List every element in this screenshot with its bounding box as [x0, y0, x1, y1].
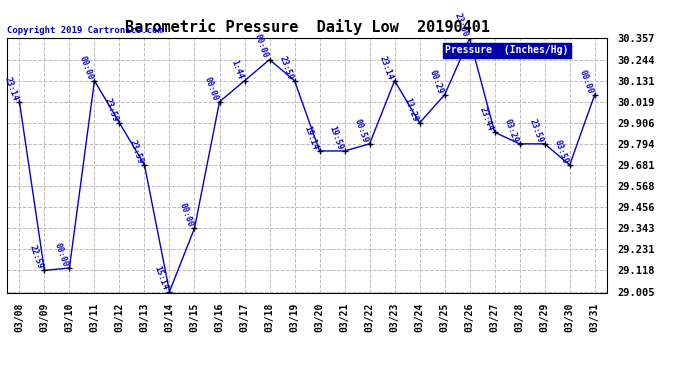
Text: 22:59: 22:59 [28, 244, 44, 270]
Text: Copyright 2019 Cartronics.com: Copyright 2019 Cartronics.com [7, 26, 163, 35]
Text: 13:29: 13:29 [402, 96, 420, 123]
Text: 00:00: 00:00 [253, 33, 270, 60]
Text: 03:59: 03:59 [553, 138, 570, 165]
Text: 15:14: 15:14 [152, 265, 170, 292]
Text: 23:44: 23:44 [477, 106, 495, 132]
Text: 00:00: 00:00 [52, 242, 70, 268]
Text: 23:59: 23:59 [277, 54, 295, 81]
Text: 00:00: 00:00 [77, 54, 95, 81]
Text: 23:59: 23:59 [528, 117, 544, 144]
Text: 23:59: 23:59 [128, 138, 144, 165]
Text: Pressure  (Inches/Hg): Pressure (Inches/Hg) [445, 45, 569, 55]
Text: 00:59: 00:59 [353, 117, 370, 144]
Text: 00:00: 00:00 [578, 68, 595, 95]
Text: 19:14: 19:14 [302, 124, 319, 151]
Text: 00:29: 00:29 [428, 68, 444, 95]
Text: 03:29: 03:29 [502, 117, 520, 144]
Text: 23:14: 23:14 [2, 75, 19, 102]
Text: 19:59: 19:59 [328, 124, 344, 151]
Text: 00:00: 00:00 [177, 202, 195, 228]
Text: 1:44: 1:44 [229, 59, 244, 81]
Title: Barometric Pressure  Daily Low  20190401: Barometric Pressure Daily Low 20190401 [125, 19, 489, 35]
Text: 23:59: 23:59 [102, 96, 119, 123]
Text: 00:00: 00:00 [202, 75, 219, 102]
Text: 23:00: 23:00 [453, 12, 470, 38]
Text: 23:14: 23:14 [377, 54, 395, 81]
